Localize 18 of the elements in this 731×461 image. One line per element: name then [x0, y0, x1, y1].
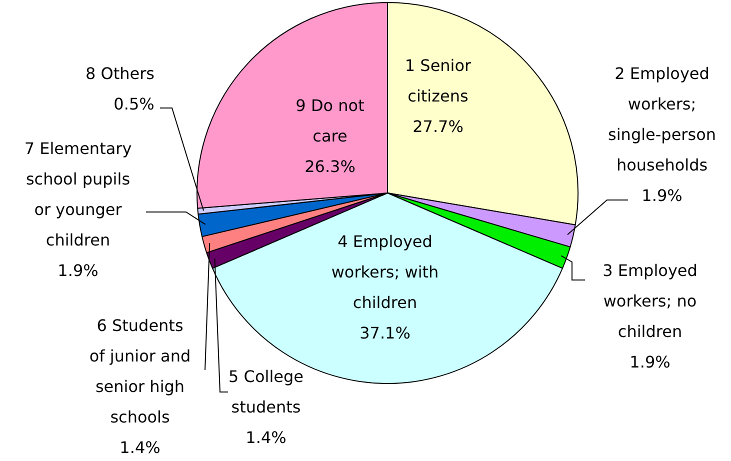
- slice-label: 7 Elementary school pupils or younger children: [24, 139, 132, 250]
- slice-label: 5 College students: [228, 367, 304, 417]
- data-label: 26.3%: [304, 157, 356, 176]
- data-label: 27.7%: [412, 117, 464, 136]
- slice-label: 8 Others: [85, 64, 155, 84]
- data-label: 1.4%: [246, 428, 286, 448]
- slice-label: 3 Employed workers; no children: [602, 261, 698, 342]
- data-label: 1.9%: [642, 186, 682, 206]
- data-label: 0.5%: [114, 94, 154, 114]
- slice-label: 1 Senior citizens: [404, 56, 472, 106]
- slice-label: 4 Employed workers; with children: [331, 232, 439, 312]
- slice-label: 9 Do not care: [296, 96, 364, 146]
- data-label: 1.9%: [58, 261, 98, 280]
- data-label: 37.1%: [360, 324, 410, 343]
- data-label: 1.4%: [120, 438, 160, 458]
- slice-label: 2 Employed workers; single-person households: [608, 64, 716, 175]
- slice-label: 6 Students of junior and senior high schools: [89, 316, 191, 427]
- data-label: 1.9%: [630, 352, 670, 372]
